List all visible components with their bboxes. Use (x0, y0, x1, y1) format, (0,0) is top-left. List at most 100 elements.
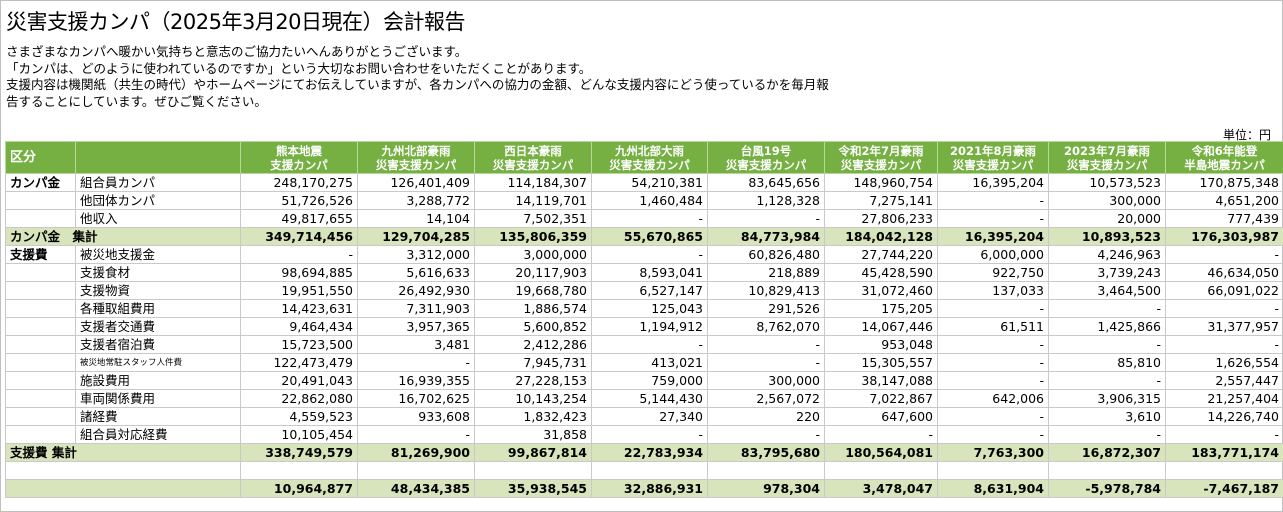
value-cell: 5,144,430 (591, 389, 708, 408)
value-cell: 922,750 (937, 263, 1049, 282)
value-cell: - (1165, 335, 1283, 354)
value-cell (1048, 461, 1166, 480)
value-cell: - (824, 425, 938, 444)
value-cell (707, 461, 825, 480)
value-cell: - (707, 425, 825, 444)
value-cell: 27,744,220 (824, 245, 938, 264)
value-cell: - (591, 245, 708, 264)
value-cell: 66,091,022 (1165, 281, 1283, 300)
unit-label: 単位：円 (1222, 128, 1271, 142)
value-cell: 176,303,987 (1165, 227, 1283, 246)
value-cell: 148,960,754 (824, 173, 938, 192)
value-cell: 10,964,877 (240, 479, 358, 498)
value-cell: 5,616,633 (357, 263, 475, 282)
table-row: 各種取組費用 14,423,631 7,311,903 1,886,574 125,04… (5, 299, 1283, 318)
value-cell: 32,886,931 (591, 479, 708, 498)
value-cell: 3,288,772 (357, 191, 475, 210)
value-cell: 46,634,050 (1165, 263, 1283, 282)
value-cell: - (937, 299, 1049, 318)
value-cell: 137,033 (937, 281, 1049, 300)
intro-line: 「カンパは、どのように使われているのですか」という大切なお問い合わせをいただくこ… (6, 60, 592, 76)
category-cell (5, 389, 76, 408)
value-cell: 647,600 (824, 407, 938, 426)
column-header: 令和2年7月豪雨 災害支援カンパ (824, 141, 938, 174)
value-cell: 349,714,456 (240, 227, 358, 246)
value-cell: 1,832,423 (474, 407, 592, 426)
value-cell: 10,573,523 (1048, 173, 1166, 192)
value-cell (937, 461, 1049, 480)
intro-line: 支援内容は機関紙（共生の時代）やホームページにてお伝えしていますが、各カンパへの… (6, 77, 829, 92)
item-cell: 組合員対応経費 (75, 425, 241, 444)
category-cell (5, 425, 76, 444)
value-cell: - (937, 191, 1049, 210)
value-cell: 7,945,731 (474, 353, 592, 372)
table-row: 車両関係費用 22,862,080 16,702,625 10,143,254 5,14… (5, 389, 1283, 408)
value-cell: 1,886,574 (474, 299, 592, 318)
value-cell (240, 461, 358, 480)
value-cell: - (937, 335, 1049, 354)
subtotal-row: 支援費 集計 338,749,579 81,269,900 99,867,814 22,… (5, 443, 1283, 462)
value-cell: 16,395,204 (937, 173, 1049, 192)
table-row: 支援食材 98,694,885 5,616,633 20,117,903 8,593,0… (5, 263, 1283, 282)
table-row: 施設費用 20,491,043 16,939,355 27,228,153 759,00… (5, 371, 1283, 390)
value-cell: 26,492,930 (357, 281, 475, 300)
value-cell: - (707, 353, 825, 372)
value-cell: 300,000 (1048, 191, 1166, 210)
table-row: 支援費 被災地支援金 -3,312,000 3,000,000-60,826,480 2… (5, 245, 1283, 264)
value-cell: - (1165, 245, 1283, 264)
intro-text: さまざまなカンパへ暖かい気持ちと意志のご協力たいへんありがとうございます。 「カ… (6, 44, 829, 110)
page-title: 災害支援カンパ（2025年3月20日現在）会計報告 (6, 10, 466, 34)
value-cell: 978,304 (707, 479, 825, 498)
value-cell: 31,858 (474, 425, 592, 444)
column-header: 西日本豪雨 災害支援カンパ (474, 141, 592, 174)
item-cell: 組合員カンパ (75, 173, 241, 192)
value-cell: 83,645,656 (707, 173, 825, 192)
value-cell: 84,773,984 (707, 227, 825, 246)
value-cell: 10,829,413 (707, 281, 825, 300)
value-cell: - (1165, 299, 1283, 318)
category-cell (5, 335, 76, 354)
value-cell: - (591, 425, 708, 444)
column-header: 令和6年能登 半島地震カンパ (1165, 141, 1283, 174)
column-header: 九州北部大雨 災害支援カンパ (591, 141, 708, 174)
item-cell: 支援物資 (75, 281, 241, 300)
category-cell (5, 353, 76, 372)
value-cell: 14,104 (357, 209, 475, 228)
subtotal-label: カンパ金 集計 (5, 227, 241, 246)
value-cell: 10,105,454 (240, 425, 358, 444)
value-cell: 9,464,434 (240, 317, 358, 336)
value-cell: 38,147,088 (824, 371, 938, 390)
value-cell: 27,228,153 (474, 371, 592, 390)
table-row: 支援物資 19,951,550 26,492,930 19,668,780 6,527,… (5, 281, 1283, 300)
item-cell: 諸経費 (75, 407, 241, 426)
value-cell: 10,143,254 (474, 389, 592, 408)
value-cell: 3,481 (357, 335, 475, 354)
subtotal-row: カンパ金 集計 349,714,456 129,704,285 135,806,359… (5, 227, 1283, 246)
item-cell: 車両関係費用 (75, 389, 241, 408)
value-cell (474, 461, 592, 480)
value-cell: 14,423,631 (240, 299, 358, 318)
value-cell: 21,257,404 (1165, 389, 1283, 408)
value-cell: - (357, 353, 475, 372)
item-cell: 施設費用 (75, 371, 241, 390)
value-cell: 1,626,554 (1165, 353, 1283, 372)
value-cell: 20,000 (1048, 209, 1166, 228)
value-cell: 6,000,000 (937, 245, 1049, 264)
item-cell: 被災地支援金 (75, 245, 241, 264)
value-cell: 60,826,480 (707, 245, 825, 264)
value-cell (591, 461, 708, 480)
value-cell: 3,610 (1048, 407, 1166, 426)
value-cell: 6,527,147 (591, 281, 708, 300)
value-cell: 83,795,680 (707, 443, 825, 462)
intro-line: 告することにしています。ぜひご覧ください。 (6, 93, 267, 109)
column-header: 2023年7月豪雨 災害支援カンパ (1048, 141, 1166, 174)
value-cell: 642,006 (937, 389, 1049, 408)
value-cell: 4,246,963 (1048, 245, 1166, 264)
value-cell: 248,170,275 (240, 173, 358, 192)
value-cell: 4,651,200 (1165, 191, 1283, 210)
value-cell: 2,567,072 (707, 389, 825, 408)
value-cell: - (1048, 371, 1166, 390)
value-cell: - (937, 209, 1049, 228)
value-cell: 19,668,780 (474, 281, 592, 300)
value-cell: 16,395,204 (937, 227, 1049, 246)
